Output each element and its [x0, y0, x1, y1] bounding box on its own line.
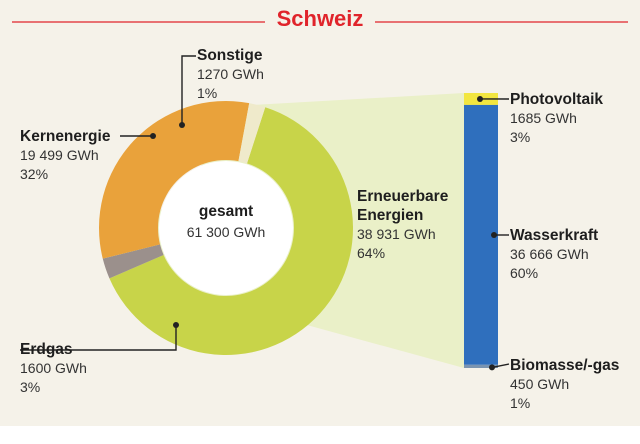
label-percent: 1%	[510, 395, 531, 411]
leader-lines	[20, 55, 510, 371]
bottom-strip	[0, 426, 640, 444]
leader-photovoltaik-dot	[477, 95, 483, 102]
center-total-value: 61 300 GWh	[186, 224, 266, 240]
donut-slice-erneuerbare-energien	[109, 107, 353, 355]
donut-center-label: gesamt 61 300 GWh	[171, 202, 281, 242]
leader-sonstige-dot	[179, 122, 185, 128]
bar-segment-biomasse-gas	[464, 364, 498, 368]
donut-slice-sonstige	[238, 103, 266, 164]
chart-title-text: Schweiz	[264, 6, 376, 31]
chart-title: Schweiz	[0, 6, 640, 32]
donut-slice-erdgas	[102, 244, 164, 279]
label-biomasse: Biomasse/-gas 450 GWh 1%	[510, 356, 619, 413]
leader-biomasse-dot	[489, 364, 495, 371]
label-name: Erdgas	[20, 341, 73, 358]
leader-erdgas-dot	[173, 322, 179, 328]
stacked-bar	[464, 93, 498, 368]
donut-chart	[99, 101, 353, 355]
leader-erdgas-line	[20, 325, 177, 351]
label-value: 19 499 GWh	[20, 147, 99, 163]
label-photovoltaik: Photovoltaik 1685 GWh 3%	[510, 90, 603, 147]
label-value: 1685 GWh	[510, 110, 577, 126]
label-value: 36 666 GWh	[510, 246, 589, 262]
label-name: Photovoltaik	[510, 91, 604, 108]
center-total-label: gesamt	[198, 203, 254, 220]
label-name: Wasserkraft	[510, 227, 599, 244]
leader-kernenergie-dot	[150, 133, 156, 139]
label-name: Biomasse/-gas	[510, 357, 620, 374]
leader-wasserkraft-dot	[491, 232, 497, 238]
label-value: 450 GWh	[510, 376, 570, 392]
donut-hole	[159, 161, 293, 295]
label-percent: 32%	[20, 166, 49, 182]
label-kernenergie: Kernenergie 19 499 GWh 32%	[20, 127, 110, 184]
label-percent: 3%	[510, 129, 531, 145]
label-percent: 1%	[197, 85, 218, 101]
label-percent: 60%	[510, 265, 539, 281]
label-erneuerbare: Erneuerbare Energien 38 931 GWh 64%	[357, 187, 448, 263]
label-erdgas: Erdgas 1600 GWh 3%	[20, 340, 87, 397]
label-value: 1600 GWh	[20, 360, 87, 376]
label-name-line2: Energien	[357, 207, 424, 224]
label-name: Kernenergie	[20, 128, 111, 145]
leader-sonstige-line	[181, 55, 196, 125]
label-sonstige: Sonstige 1270 GWh 1%	[197, 46, 264, 103]
label-percent: 3%	[20, 379, 41, 395]
label-wasserkraft: Wasserkraft 36 666 GWh 60%	[510, 226, 598, 283]
label-value: 38 931 GWh	[357, 226, 436, 242]
label-value: 1270 GWh	[197, 66, 264, 82]
donut-slice-kernenergie	[99, 101, 250, 259]
label-name-line1: Erneuerbare	[357, 188, 449, 205]
label-percent: 64%	[357, 245, 386, 261]
label-name: Sonstige	[197, 47, 263, 64]
